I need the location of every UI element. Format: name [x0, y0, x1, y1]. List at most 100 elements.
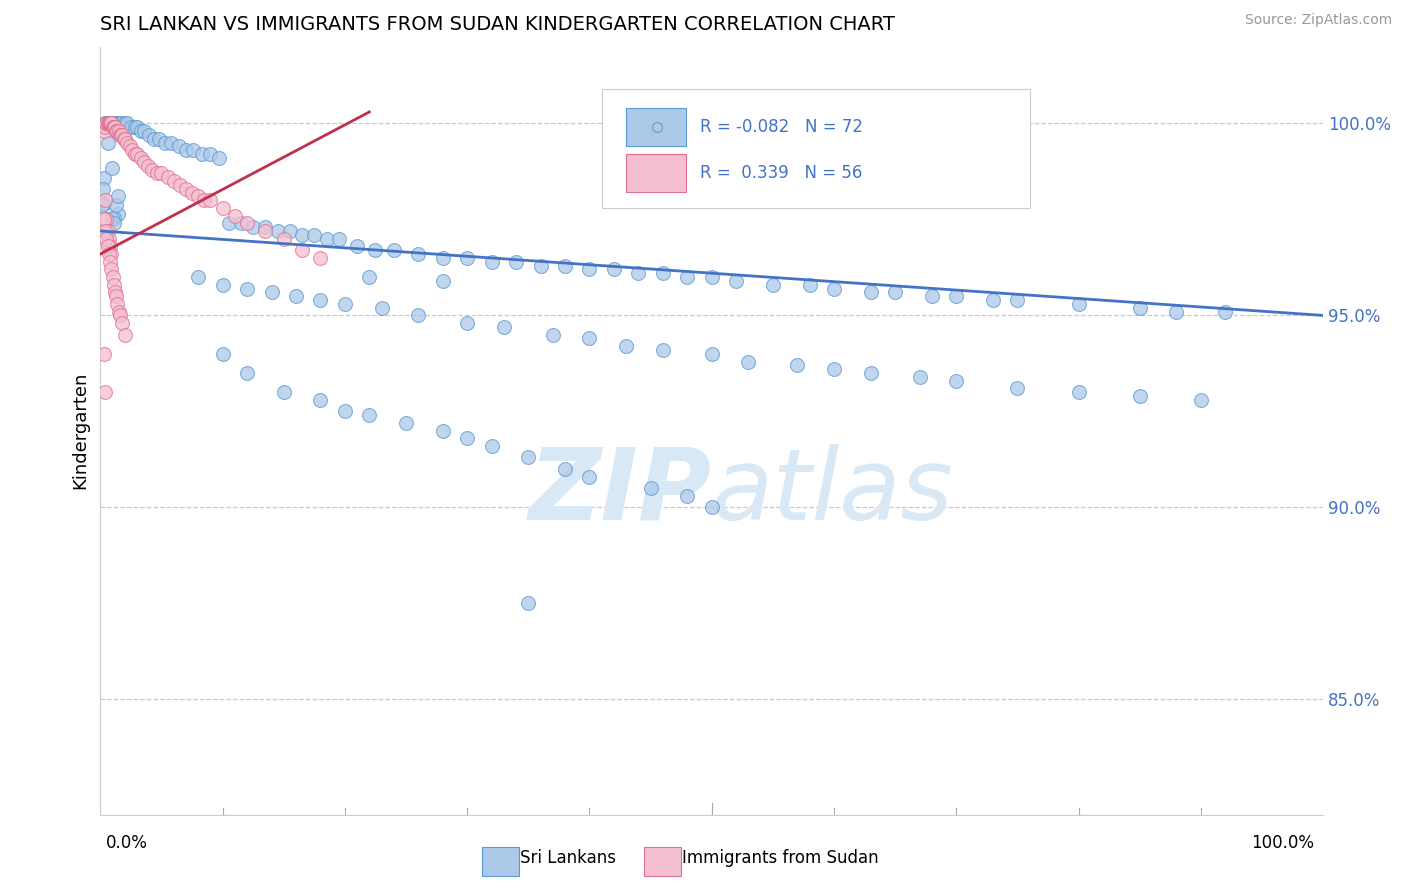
Point [107, 189, 129, 203]
Point [229, 216, 252, 230]
Text: Immigrants from Sudan: Immigrants from Sudan [682, 849, 879, 867]
Point [236, 281, 259, 295]
Point [117, 116, 139, 130]
Point [181, 186, 204, 200]
Point [456, 251, 478, 265]
Point [382, 243, 405, 257]
Point [640, 481, 662, 495]
Point [315, 232, 337, 246]
Point [309, 392, 332, 407]
Point [97, 116, 120, 130]
Point [136, 159, 159, 173]
Point [101, 116, 124, 130]
Point [191, 147, 214, 161]
Point [211, 347, 233, 361]
Text: 0.0%: 0.0% [105, 834, 148, 852]
Point [304, 227, 326, 242]
Point [143, 132, 166, 146]
Point [97, 232, 120, 246]
Point [125, 120, 148, 135]
Point [187, 189, 209, 203]
Point [96, 232, 118, 246]
Point [676, 489, 699, 503]
Point [94, 224, 117, 238]
Point [1129, 301, 1152, 315]
Point [124, 147, 146, 161]
Point [481, 254, 503, 268]
Point [156, 170, 179, 185]
Point [160, 136, 183, 150]
Point [98, 254, 121, 268]
Point [208, 151, 231, 165]
Point [167, 139, 190, 153]
Point [93, 124, 115, 138]
Point [285, 289, 308, 303]
Point [823, 281, 845, 295]
Point [676, 270, 699, 285]
Point [981, 293, 1004, 307]
Point [100, 116, 122, 130]
Text: Sri Lankans: Sri Lankans [520, 849, 616, 867]
Point [481, 439, 503, 453]
Text: atlas: atlas [711, 443, 953, 541]
Point [107, 124, 129, 138]
Point [278, 224, 301, 238]
Point [529, 259, 551, 273]
Point [120, 120, 142, 135]
Point [105, 289, 128, 303]
Point [432, 274, 454, 288]
Point [456, 316, 478, 330]
Point [105, 124, 128, 138]
Point [651, 266, 673, 280]
Point [117, 136, 139, 150]
Point [291, 243, 314, 257]
FancyBboxPatch shape [626, 108, 686, 145]
Point [200, 147, 222, 161]
Point [129, 124, 152, 138]
Point [456, 431, 478, 445]
Point [859, 285, 882, 300]
Point [174, 144, 197, 158]
Text: 100.0%: 100.0% [1251, 834, 1315, 852]
Point [121, 144, 143, 158]
Point [254, 220, 277, 235]
Point [578, 331, 600, 345]
Point [103, 116, 125, 130]
Point [108, 128, 131, 142]
Point [627, 266, 650, 280]
Point [150, 166, 173, 180]
FancyBboxPatch shape [626, 154, 686, 192]
Point [291, 227, 314, 242]
Text: ZIP: ZIP [529, 443, 711, 541]
FancyBboxPatch shape [602, 89, 1029, 208]
Point [169, 178, 191, 192]
Point [101, 211, 124, 225]
Point [114, 132, 136, 146]
Point [101, 161, 124, 176]
Point [100, 247, 122, 261]
Point [93, 347, 115, 361]
Point [94, 116, 117, 130]
Point [96, 212, 118, 227]
Point [578, 469, 600, 483]
Point [432, 251, 454, 265]
Point [1007, 293, 1029, 307]
Point [138, 128, 160, 142]
Point [103, 211, 125, 225]
Text: Source: ZipAtlas.com: Source: ZipAtlas.com [1244, 13, 1392, 28]
Point [125, 147, 148, 161]
Point [96, 116, 118, 130]
Point [273, 385, 295, 400]
Point [107, 116, 129, 130]
Point [114, 327, 136, 342]
Point [1213, 304, 1236, 318]
Point [145, 166, 167, 180]
Point [578, 262, 600, 277]
Point [97, 116, 120, 130]
Point [193, 193, 215, 207]
Point [101, 270, 124, 285]
Point [96, 116, 118, 130]
Point [163, 174, 186, 188]
Point [104, 285, 127, 300]
Point [100, 116, 122, 130]
